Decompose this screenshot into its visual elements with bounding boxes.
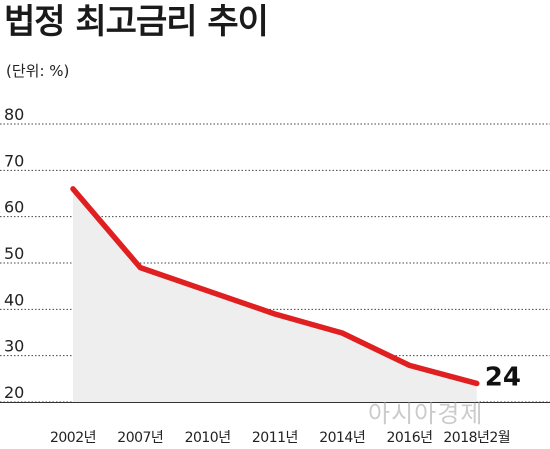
y-tick-label-70: 70: [4, 151, 24, 170]
x-tick-label-6: 2018년2월: [443, 430, 510, 446]
area-fill-layer: [73, 188, 477, 402]
unit-label: (단위: %): [6, 62, 70, 80]
data-labels: 24: [485, 362, 521, 392]
chart-title: 법정 최고금리 추이: [4, 2, 269, 42]
x-tick-labels: 2002년 2007년 2010년 2011년 2014년 2016년 2018년2월: [50, 430, 511, 446]
x-tick-label-1: 2007년: [117, 430, 163, 446]
x-tick-label-5: 2016년: [386, 430, 432, 446]
y-tick-label-30: 30: [4, 337, 24, 356]
x-tick-label-0: 2002년: [50, 430, 96, 446]
watermark-logo: 아시아경제: [368, 400, 484, 428]
area-fill: [73, 188, 477, 402]
y-tick-label-50: 50: [4, 244, 24, 263]
y-tick-label-80: 80: [4, 105, 24, 124]
x-tick-label-4: 2014년: [319, 430, 365, 446]
y-tick-labels: 20 30 40 50 60 70 80: [4, 105, 24, 402]
data-label-0: 24: [485, 362, 521, 392]
x-tick-label-3: 2011년: [252, 430, 298, 446]
x-tick-label-2: 2010년: [185, 430, 231, 446]
y-tick-label-40: 40: [4, 290, 24, 309]
series-line-layer: [70, 186, 480, 387]
y-tick-label-60: 60: [4, 198, 24, 217]
y-tick-label-20: 20: [4, 383, 24, 402]
series-line: [70, 186, 480, 387]
